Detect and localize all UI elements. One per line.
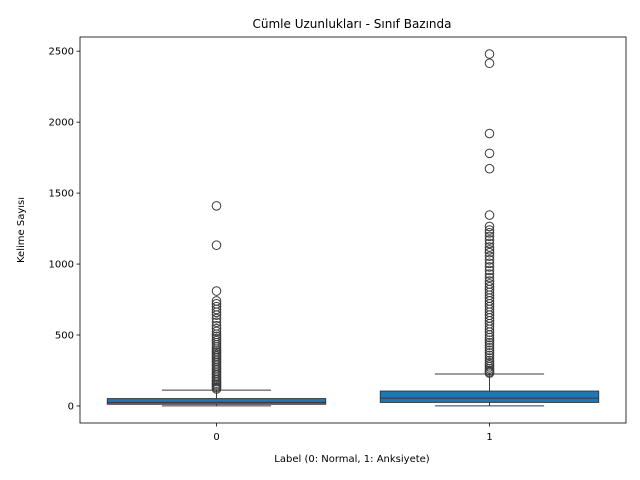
outlier-point xyxy=(484,221,495,232)
outlier-point xyxy=(484,247,495,258)
outlier-point xyxy=(211,240,222,250)
y-tick-label: 1000 xyxy=(49,260,74,271)
outlier-point xyxy=(211,304,222,315)
outlier-point xyxy=(484,49,495,59)
outlier-point xyxy=(484,265,495,276)
outlier-point xyxy=(484,332,495,343)
outlier-point xyxy=(484,368,495,378)
chart-title: Cümle Uzunlukları - Sınıf Bazında xyxy=(252,17,451,31)
outlier-point xyxy=(211,307,222,318)
outlier-point xyxy=(484,251,495,262)
outlier-point xyxy=(211,326,222,337)
outlier-point xyxy=(484,225,495,235)
x-tick-label: 0 xyxy=(213,432,219,443)
outlier-point xyxy=(211,384,222,394)
outlier-point xyxy=(484,163,495,174)
y-tick-label: 2000 xyxy=(49,118,74,129)
outlier-point xyxy=(484,330,495,340)
outlier-point xyxy=(484,210,495,220)
outlier-point xyxy=(484,345,495,356)
outlier-point xyxy=(211,313,222,324)
y-axis-label: Kelime Sayısı xyxy=(16,197,27,263)
box-group-1 xyxy=(379,49,600,407)
outlier-point xyxy=(484,255,495,265)
outlier-point xyxy=(484,258,495,269)
outlier-point xyxy=(484,327,495,337)
plot-area xyxy=(106,49,600,407)
plot-frame xyxy=(79,36,627,424)
outlier-point xyxy=(484,58,495,69)
box-group-0 xyxy=(106,201,327,407)
outlier-point xyxy=(211,201,222,211)
iqr-box xyxy=(106,398,327,405)
outlier-point xyxy=(211,286,222,296)
outlier-point xyxy=(484,148,495,159)
y-tick-label: 500 xyxy=(55,331,74,342)
outlier-point xyxy=(484,348,495,358)
outlier-point xyxy=(484,335,495,345)
outlier-point xyxy=(484,340,495,351)
x-tick-label: 1 xyxy=(486,432,492,443)
y-axis: 0 500 1000 1500 2000 2500 xyxy=(49,47,80,412)
outlier-point xyxy=(484,235,495,245)
outlier-point xyxy=(211,323,222,334)
outlier-point xyxy=(484,262,495,272)
outlier-point xyxy=(211,317,222,328)
outlier-point xyxy=(484,231,495,242)
outlier-point xyxy=(484,245,495,255)
outlier-point xyxy=(484,228,495,238)
x-axis-label: Label (0: Normal, 1: Anksiyete) xyxy=(274,454,430,465)
outlier-point xyxy=(484,269,495,279)
iqr-box xyxy=(379,390,600,403)
outlier-point xyxy=(484,342,495,353)
outlier-point xyxy=(484,350,495,361)
outlier-point xyxy=(484,238,495,249)
y-tick-label: 1500 xyxy=(49,189,74,200)
outlier-point xyxy=(484,242,495,252)
y-tick-label: 0 xyxy=(68,401,74,412)
outlier-point xyxy=(484,337,495,348)
y-tick-label: 2500 xyxy=(49,47,74,58)
outlier-point xyxy=(484,128,495,139)
outlier-point xyxy=(484,272,495,283)
outlier-point xyxy=(211,310,222,320)
